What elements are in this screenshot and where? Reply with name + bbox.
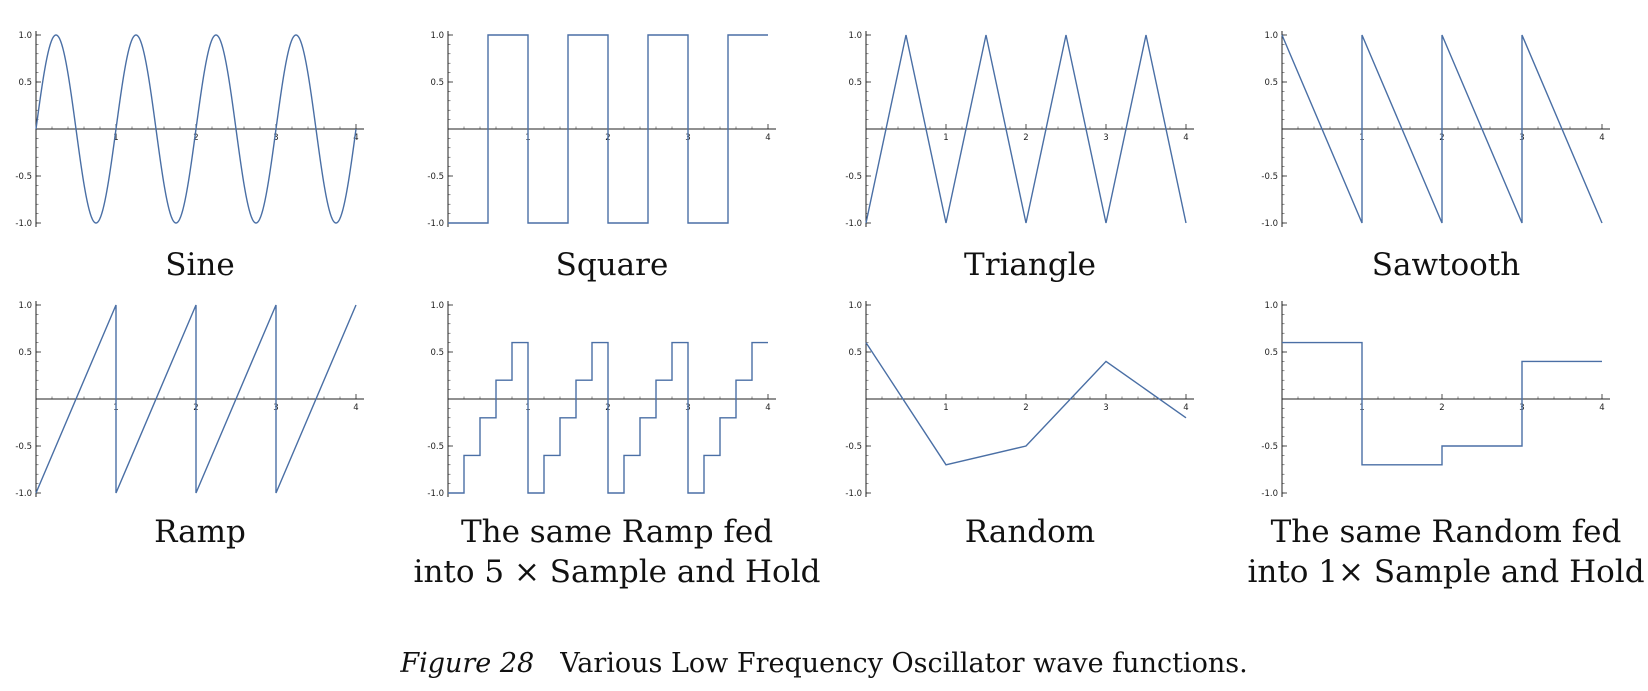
y-tick-label: -1.0 bbox=[845, 219, 862, 229]
y-tick-label: -0.5 bbox=[15, 172, 32, 182]
x-tick-label: 2 bbox=[1439, 403, 1444, 413]
y-tick-label: 0.5 bbox=[18, 348, 32, 358]
y-tick-label: -1.0 bbox=[845, 489, 862, 499]
x-tick-label: 1 bbox=[943, 403, 948, 413]
y-tick-label: -1.0 bbox=[427, 219, 444, 229]
y-tick-label: -0.5 bbox=[15, 442, 32, 452]
x-tick-label: 1 bbox=[113, 133, 118, 143]
subcaption-line: into 1× Sample and Hold bbox=[1247, 554, 1645, 590]
series-line bbox=[865, 34, 1187, 224]
chart-square-plot: 1.00.5-0.5-1.01 2 3 4 bbox=[427, 31, 776, 229]
subcaption-triangle: Triangle bbox=[830, 245, 1230, 285]
subcaption-square: Square bbox=[412, 245, 812, 285]
subcaption-line: Sawtooth bbox=[1371, 247, 1521, 283]
x-tick-label: 4 bbox=[1599, 403, 1604, 413]
y-tick-label: -1.0 bbox=[427, 489, 444, 499]
chart-ramp-sample-hold-plot: 1.00.5-0.5-1.01 2 3 4 bbox=[427, 301, 776, 499]
subcaption-line: Square bbox=[555, 247, 669, 283]
chart-triangle-plot: 1.0 0.5 -0.5 -1.0 1 2 3 4 bbox=[845, 31, 1194, 229]
y-tick-label: -1.0 bbox=[15, 489, 32, 499]
y-tick-label: -0.5 bbox=[845, 172, 862, 182]
series-line bbox=[1282, 341, 1602, 466]
subcaption-ramp: Ramp bbox=[0, 512, 400, 552]
y-tick-label: -0.5 bbox=[1261, 172, 1278, 182]
y-tick-label: 1.0 bbox=[18, 31, 32, 41]
chart-square: 1.0 0.5 -0.5 -1.0 1 2 3 4 bbox=[412, 20, 812, 250]
x-tick-label: 3 bbox=[1103, 133, 1108, 143]
chart-sawtooth-plot: 1.00.5-0.5-1.01 2 3 4 bbox=[1261, 31, 1610, 229]
x-tick-label: 4 bbox=[765, 403, 770, 413]
y-tick-label: 0.5 bbox=[430, 348, 444, 358]
series-line bbox=[448, 34, 768, 224]
x-tick-label: 1 bbox=[943, 133, 948, 143]
subcaption-sine: Sine bbox=[0, 245, 400, 285]
figure-caption: Figure 28 Various Low Frequency Oscillato… bbox=[0, 648, 1648, 679]
subcaption-random-sample-hold: The same Random fed into 1× Sample and H… bbox=[1246, 512, 1646, 592]
y-tick-label: 1.0 bbox=[1264, 301, 1278, 311]
chart-random: 1.0 0.5 -0.5 -1.0 1 2 3 4 bbox=[830, 290, 1230, 520]
figure-caption-text: Various Low Frequency Oscillator wave fu… bbox=[560, 648, 1248, 679]
y-tick-label: -1.0 bbox=[1261, 219, 1278, 229]
y-tick-label: -0.5 bbox=[845, 442, 862, 452]
chart-sawtooth: 1.0 0.5 -0.5 -1.0 1 2 3 4 bbox=[1246, 20, 1646, 250]
chart-random-plot: 1.0 0.5 -0.5 -1.0 1 2 3 4 bbox=[845, 301, 1194, 499]
x-tick-label: 4 bbox=[353, 403, 358, 413]
chart-ramp-plot: 1.00.5-0.5-1.01 2 3 4 bbox=[15, 301, 364, 499]
subcaption-line: Ramp bbox=[154, 514, 246, 550]
y-tick-label: 0.5 bbox=[848, 78, 862, 88]
chart-random-sample-hold: 1.0 0.5 -0.5 -1.0 1 2 3 4 bbox=[1246, 290, 1646, 520]
y-tick-label: 0.5 bbox=[1264, 348, 1278, 358]
subcaption-line: The same Random fed bbox=[1270, 514, 1622, 550]
subcaption-ramp-sample-hold: The same Ramp fed into 5 × Sample and Ho… bbox=[412, 512, 822, 592]
x-tick-label: 4 bbox=[353, 133, 358, 143]
chart-sine-plot: 1.0 0.5 -0.5 -1.0 1 2 3 4 bbox=[15, 31, 364, 229]
series-line bbox=[35, 304, 357, 494]
y-tick-label: 1.0 bbox=[18, 301, 32, 311]
subcaption-line: The same Ramp fed bbox=[460, 514, 774, 550]
subcaption-sawtooth: Sawtooth bbox=[1246, 245, 1646, 285]
chart-ramp-sample-hold: 1.0 0.5 -0.5 -1.0 1 2 3 4 bbox=[412, 290, 812, 520]
series-line bbox=[1281, 34, 1603, 224]
subcaption-line: Random bbox=[964, 514, 1096, 550]
chart-ramp: 1.0 0.5 -0.5 -1.0 1 2 3 4 bbox=[0, 290, 400, 520]
x-tick-label: 2 bbox=[1023, 133, 1028, 143]
y-tick-label: 1.0 bbox=[848, 301, 862, 311]
y-tick-label: -0.5 bbox=[1261, 442, 1278, 452]
series-line bbox=[35, 34, 357, 224]
y-tick-label: 1.0 bbox=[430, 301, 444, 311]
y-tick-label: 1.0 bbox=[848, 31, 862, 41]
series-line bbox=[448, 341, 768, 494]
y-tick-label: -0.5 bbox=[427, 442, 444, 452]
y-tick-label: 1.0 bbox=[430, 31, 444, 41]
series-line bbox=[865, 342, 1187, 466]
y-tick-label: 0.5 bbox=[1264, 78, 1278, 88]
y-tick-label: 1.0 bbox=[1264, 31, 1278, 41]
subcaption-line: into 5 × Sample and Hold bbox=[413, 554, 821, 590]
chart-random-sample-hold-plot: 1.00.5-0.5-1.01 2 3 4 bbox=[1261, 301, 1610, 499]
x-tick-label: 4 bbox=[1183, 133, 1188, 143]
x-tick-label: 2 bbox=[1023, 403, 1028, 413]
x-tick-label: 3 bbox=[1103, 403, 1108, 413]
chart-triangle: 1.0 0.5 -0.5 -1.0 1 2 3 4 bbox=[830, 20, 1230, 250]
chart-sine: 1.0 0.5 -0.5 -1.0 1 2 3 4 bbox=[0, 20, 400, 250]
y-tick-label: -0.5 bbox=[427, 172, 444, 182]
x-tick-label: 4 bbox=[1599, 133, 1604, 143]
x-tick-label: 2 bbox=[193, 133, 198, 143]
figure-label: Figure 28 bbox=[400, 648, 535, 679]
subcaption-line: Triangle bbox=[964, 247, 1096, 283]
x-tick-label: 4 bbox=[765, 133, 770, 143]
subcaption-line: Sine bbox=[165, 247, 235, 283]
y-tick-label: -1.0 bbox=[1261, 489, 1278, 499]
x-tick-label: 4 bbox=[1183, 403, 1188, 413]
y-tick-label: 0.5 bbox=[848, 348, 862, 358]
y-tick-label: -1.0 bbox=[15, 219, 32, 229]
x-tick-label: 3 bbox=[273, 133, 278, 143]
y-tick-label: 0.5 bbox=[430, 78, 444, 88]
subcaption-random: Random bbox=[830, 512, 1230, 552]
y-tick-label: 0.5 bbox=[18, 78, 32, 88]
